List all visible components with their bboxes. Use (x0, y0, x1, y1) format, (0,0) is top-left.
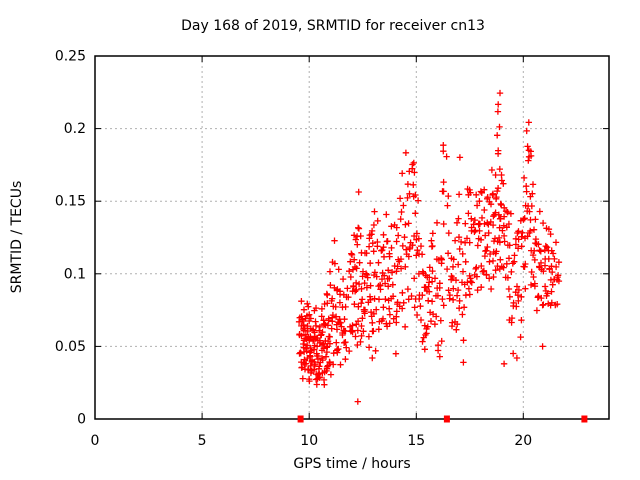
x-tick-label: 0 (91, 433, 100, 449)
y-tick-label: 0.2 (64, 121, 86, 137)
x-tick-label: 5 (198, 433, 207, 449)
x-tick-label: 15 (407, 433, 425, 449)
scatter-plus-markers (295, 89, 563, 405)
y-tick-label: 0.1 (64, 266, 86, 282)
y-tick-label: 0 (77, 412, 86, 428)
x-tick-label: 10 (300, 433, 318, 449)
axis-square-marker (443, 415, 450, 423)
y-tick-label: 0.05 (55, 339, 86, 355)
x-axis-label: GPS time / hours (293, 456, 411, 472)
y-tick-label: 0.25 (55, 49, 86, 65)
y-tick-label: 0.15 (55, 194, 86, 210)
x-tick-label: 20 (514, 433, 532, 449)
chart-title: Day 168 of 2019, SRMTID for receiver cn1… (181, 18, 485, 34)
axis-square-marker (297, 415, 304, 423)
axis-square-marker (581, 415, 588, 423)
